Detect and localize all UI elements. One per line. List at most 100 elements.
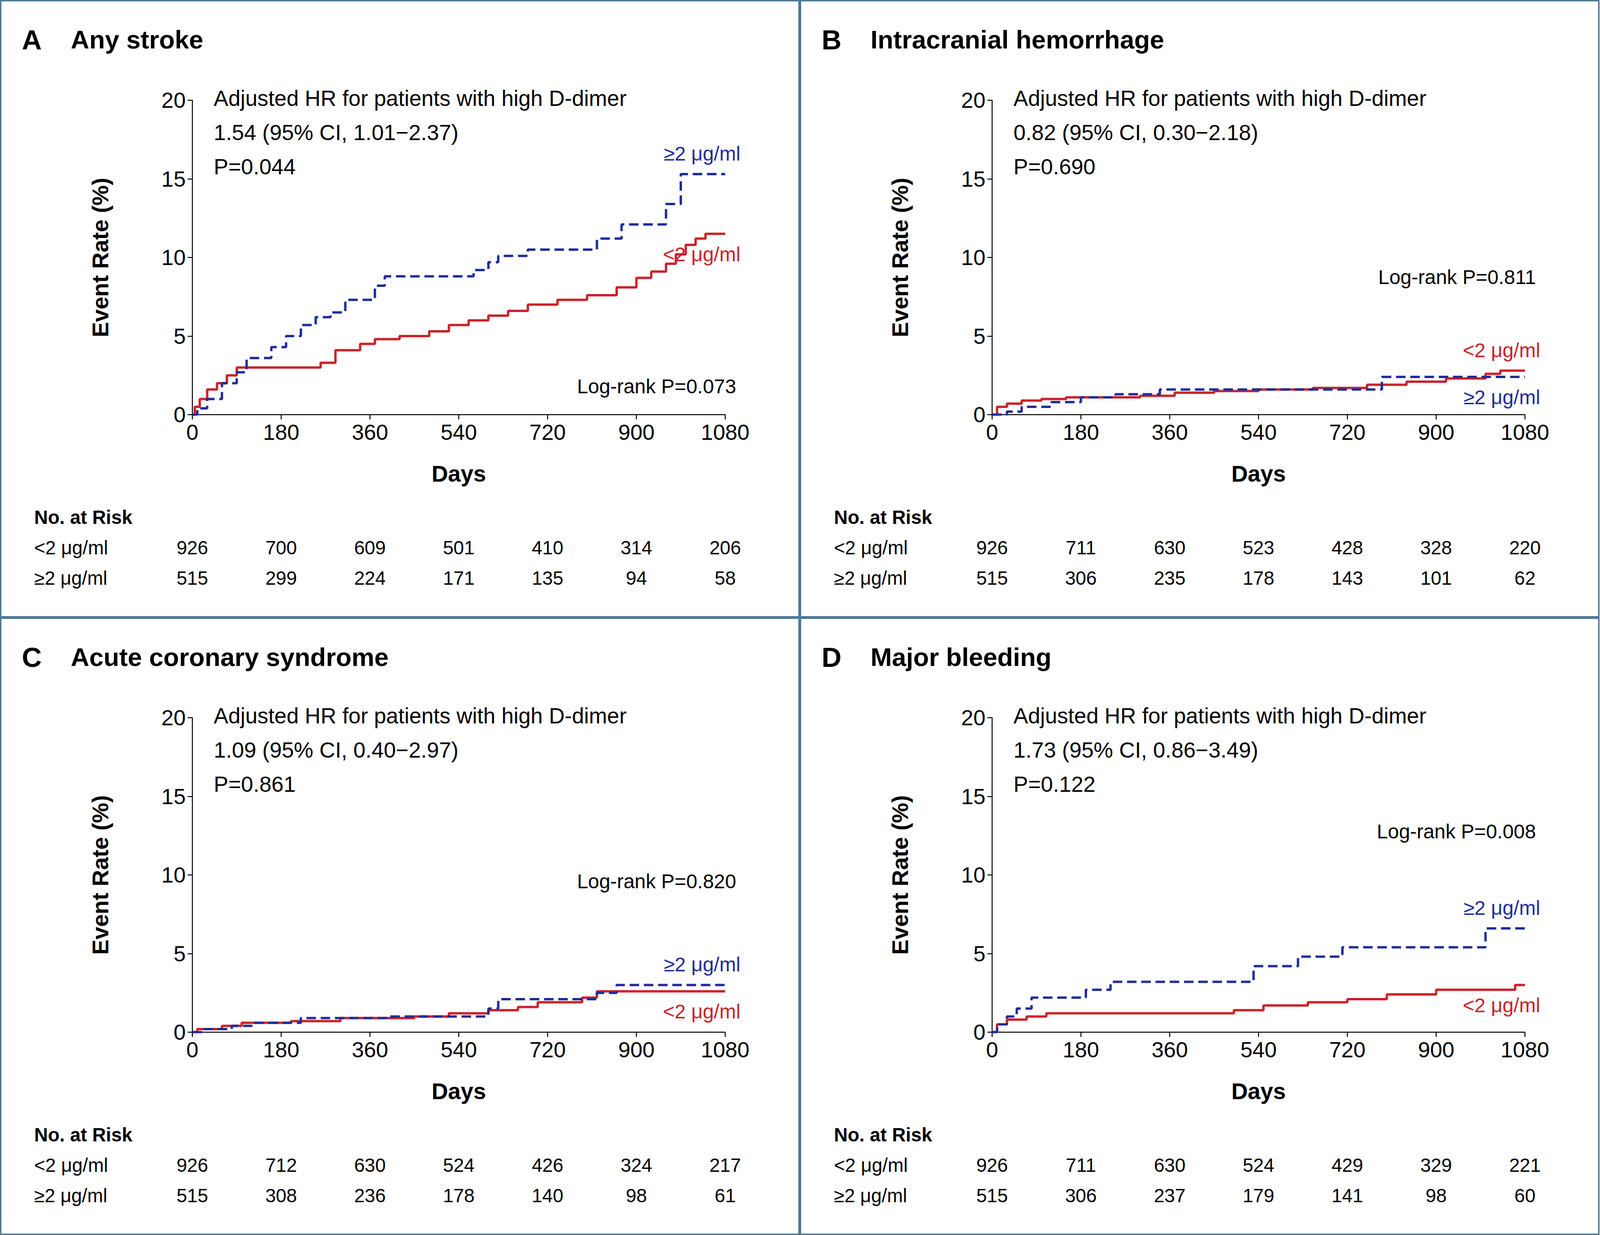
svg-text:101: 101 [1420, 567, 1453, 589]
svg-text:P=0.690: P=0.690 [1013, 154, 1096, 180]
svg-text:60: 60 [1514, 1184, 1536, 1206]
svg-text:306: 306 [1065, 567, 1098, 589]
svg-text:720: 720 [529, 1037, 567, 1062]
svg-text:0: 0 [985, 419, 999, 445]
svg-text:1080: 1080 [1500, 419, 1550, 445]
svg-text:523: 523 [1242, 537, 1275, 559]
svg-text:314: 314 [620, 537, 653, 559]
svg-text:C: C [21, 641, 42, 673]
svg-text:Event Rate (%): Event Rate (%) [87, 177, 114, 338]
svg-text:1.73 (95% CI, 0.86−3.49): 1.73 (95% CI, 0.86−3.49) [1013, 737, 1259, 763]
svg-text:15: 15 [161, 166, 186, 192]
svg-text:<2 μg/ml: <2 μg/ml [833, 537, 908, 559]
svg-text:224: 224 [354, 567, 387, 589]
svg-text:<2 μg/ml: <2 μg/ml [1462, 994, 1541, 1017]
svg-text:5: 5 [973, 323, 986, 349]
svg-text:10: 10 [161, 245, 186, 270]
svg-text:≥2 μg/ml: ≥2 μg/ml [34, 1184, 108, 1206]
svg-text:515: 515 [176, 567, 209, 589]
svg-text:501: 501 [443, 537, 475, 559]
svg-text:329: 329 [1420, 1154, 1453, 1176]
svg-text:524: 524 [443, 1154, 475, 1176]
svg-text:Days: Days [1231, 461, 1287, 487]
svg-text:1.54 (95% CI, 1.01−2.37): 1.54 (95% CI, 1.01−2.37) [213, 120, 459, 145]
svg-text:926: 926 [976, 537, 1009, 559]
svg-text:P=0.122: P=0.122 [1013, 771, 1096, 797]
svg-text:0: 0 [973, 1019, 986, 1045]
svg-text:178: 178 [443, 1184, 475, 1206]
svg-text:306: 306 [1065, 1184, 1098, 1206]
svg-text:5: 5 [173, 323, 186, 349]
svg-text:429: 429 [1331, 1154, 1364, 1176]
svg-text:58: 58 [714, 567, 737, 589]
svg-text:0: 0 [186, 1037, 199, 1062]
svg-text:Any stroke: Any stroke [70, 25, 204, 54]
svg-text:Log-rank P=0.820: Log-rank P=0.820 [577, 870, 737, 893]
svg-text:0.82 (95% CI, 0.30−2.18): 0.82 (95% CI, 0.30−2.18) [1013, 120, 1259, 145]
svg-text:Acute coronary syndrome: Acute coronary syndrome [70, 642, 389, 672]
svg-text:900: 900 [618, 1037, 655, 1062]
svg-text:410: 410 [531, 537, 564, 559]
svg-text:B: B [821, 24, 842, 56]
svg-text:≥2 μg/ml: ≥2 μg/ml [663, 953, 741, 976]
svg-text:0: 0 [973, 402, 986, 427]
svg-text:524: 524 [1242, 1154, 1275, 1176]
svg-text:5: 5 [973, 941, 986, 966]
svg-text:926: 926 [176, 1154, 209, 1176]
svg-text:≥2 μg/ml: ≥2 μg/ml [833, 1184, 908, 1206]
svg-text:143: 143 [1331, 567, 1364, 589]
svg-text:1080: 1080 [1500, 1037, 1550, 1062]
svg-text:926: 926 [976, 1154, 1009, 1176]
svg-text:15: 15 [161, 784, 186, 809]
svg-text:1080: 1080 [700, 1037, 750, 1062]
svg-text:171: 171 [443, 567, 475, 589]
svg-text:<2 μg/ml: <2 μg/ml [34, 537, 108, 559]
svg-text:235: 235 [1154, 567, 1186, 589]
svg-text:61: 61 [714, 1184, 737, 1206]
svg-text:5: 5 [173, 941, 186, 966]
svg-text:Adjusted HR for patients with: Adjusted HR for patients with high D-dim… [213, 703, 627, 729]
svg-text:711: 711 [1065, 1154, 1097, 1176]
svg-text:≥2 μg/ml: ≥2 μg/ml [663, 142, 741, 165]
svg-text:62: 62 [1514, 567, 1536, 589]
svg-text:No. at Risk: No. at Risk [833, 1124, 933, 1146]
svg-text:Adjusted HR for patients with: Adjusted HR for patients with high D-dim… [213, 85, 627, 111]
svg-text:<2 μg/ml: <2 μg/ml [662, 1000, 741, 1023]
svg-text:515: 515 [176, 1184, 209, 1206]
svg-text:236: 236 [354, 1184, 387, 1206]
svg-text:720: 720 [1329, 1037, 1366, 1062]
svg-text:Major bleeding: Major bleeding [870, 642, 1052, 672]
svg-text:20: 20 [961, 87, 986, 113]
svg-text:No. at Risk: No. at Risk [34, 1124, 133, 1146]
svg-text:<2 μg/ml: <2 μg/ml [662, 243, 741, 266]
svg-text:515: 515 [976, 1184, 1009, 1206]
svg-text:10: 10 [161, 862, 186, 888]
svg-text:Log-rank P=0.811: Log-rank P=0.811 [1378, 265, 1536, 289]
svg-text:≥2 μg/ml: ≥2 μg/ml [833, 567, 908, 589]
svg-text:711: 711 [1065, 537, 1097, 559]
svg-text:Adjusted HR for patients with: Adjusted HR for patients with high D-dim… [1013, 703, 1427, 729]
svg-text:10: 10 [961, 245, 986, 270]
svg-text:180: 180 [263, 419, 300, 445]
svg-text:<2 μg/ml: <2 μg/ml [34, 1154, 108, 1176]
svg-text:A: A [21, 24, 42, 56]
svg-text:180: 180 [1062, 419, 1100, 445]
svg-text:98: 98 [1425, 1184, 1448, 1206]
svg-text:630: 630 [1154, 537, 1186, 559]
svg-text:135: 135 [531, 567, 564, 589]
svg-text:Event Rate (%): Event Rate (%) [887, 795, 913, 955]
svg-text:0: 0 [173, 1019, 186, 1045]
svg-text:Intracranial hemorrhage: Intracranial hemorrhage [870, 25, 1165, 54]
svg-text:No. at Risk: No. at Risk [34, 506, 133, 528]
svg-text:324: 324 [620, 1154, 653, 1176]
svg-text:179: 179 [1242, 1184, 1275, 1206]
svg-text:P=0.044: P=0.044 [213, 154, 296, 180]
svg-text:15: 15 [961, 166, 986, 192]
svg-text:206: 206 [709, 537, 742, 559]
svg-text:180: 180 [263, 1037, 300, 1062]
svg-text:Days: Days [1231, 1078, 1287, 1104]
svg-text:609: 609 [354, 537, 387, 559]
svg-text:299: 299 [265, 567, 298, 589]
svg-text:Adjusted HR for patients with: Adjusted HR for patients with high D-dim… [1013, 85, 1427, 111]
svg-text:712: 712 [265, 1154, 298, 1176]
